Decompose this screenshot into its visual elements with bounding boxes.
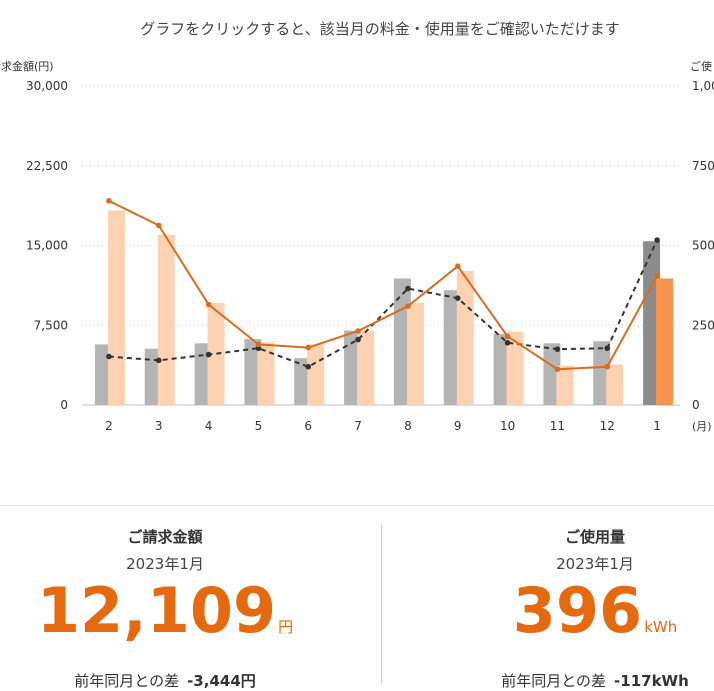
previous-year-usage-point (305, 363, 312, 370)
summary-section: ご請求金額 2023年1月 12,109 円 前年同月との差 -3,444円 ご使用… (0, 505, 714, 690)
billing-diff-label: 前年同月との差 (74, 672, 180, 690)
previous-year-bar[interactable] (294, 358, 312, 405)
current-bar[interactable] (656, 278, 674, 405)
current-usage-point (106, 198, 112, 204)
current-usage-point (255, 341, 262, 348)
current-usage-point (504, 333, 511, 340)
usage-amount-unit: kWh (644, 618, 678, 636)
left-axis-title: 請求金額(円) (0, 60, 54, 73)
current-bar[interactable] (307, 344, 325, 405)
x-tick-label: 5 (255, 419, 263, 433)
previous-year-bar[interactable] (344, 330, 362, 405)
left-tick-label: 30,000 (26, 79, 68, 93)
current-bar[interactable] (257, 342, 275, 405)
left-tick-label: 22,500 (26, 159, 68, 173)
previous-year-usage-point (454, 295, 461, 301)
current-usage-point (355, 328, 361, 334)
x-tick-label: 11 (550, 419, 565, 433)
billing-diff-value: -3,444円 (187, 672, 256, 690)
previous-year-usage-point (106, 353, 112, 360)
current-bar[interactable] (406, 302, 424, 405)
x-axis-unit: (月) (692, 420, 712, 433)
current-usage-point (405, 303, 411, 309)
previous-year-bar[interactable] (643, 241, 661, 405)
usage-diff-value: -117kWh (614, 672, 689, 690)
billing-diff: 前年同月との差 -3,444円 (0, 670, 330, 691)
current-bar[interactable] (606, 364, 624, 405)
previous-year-usage-point (504, 339, 511, 346)
previous-year-usage-point (355, 336, 361, 343)
x-tick-label: 3 (155, 419, 163, 433)
current-usage-point (155, 222, 162, 229)
x-tick-label: 2 (105, 419, 113, 433)
x-tick-label: 10 (500, 419, 515, 433)
right-tick-label: 750 (692, 159, 714, 173)
billing-amount-unit: 円 (278, 618, 294, 636)
previous-year-usage-point (205, 351, 212, 358)
usage-diff-label: 前年同月との差 (501, 672, 607, 690)
right-tick-label: 250 (692, 318, 714, 332)
current-usage-point (604, 363, 611, 370)
current-bar[interactable] (456, 271, 474, 405)
previous-year-bar[interactable] (443, 290, 461, 405)
previous-year-usage-point (554, 346, 561, 352)
previous-year-bar[interactable] (543, 343, 561, 405)
usage-diff: 前年同月との差 -117kWh (430, 670, 714, 691)
current-usage-point (654, 273, 660, 279)
chart-svg[interactable]: 0 7,500 15,000 22,500 30,000 0 250 500 750 1,000 2… (0, 0, 714, 470)
summary-divider (381, 524, 382, 684)
previous-year-bar[interactable] (493, 333, 511, 405)
x-tick-label: 1 (653, 419, 661, 433)
current-bar[interactable] (506, 331, 524, 405)
current-bar[interactable] (556, 365, 574, 405)
usage-date: 2023年1月 (556, 555, 634, 573)
billing-panel: ご請求金額 2023年1月 12,109 円 前年同月との差 -3,444円 (0, 506, 330, 691)
x-tick-label: 6 (304, 419, 312, 433)
usage-chart[interactable]: 0 7,500 15,000 22,500 30,000 0 250 500 750 1,000 2… (0, 0, 714, 470)
previous-year-usage-point (405, 285, 411, 292)
usage-panel: ご使用量 2023年1月 396 kWh 前年同月との差 -117kWh (430, 506, 714, 691)
chart-instruction: グラフをクリックすると、該当月の料金・使用量をご確認いただけます (140, 20, 620, 38)
right-axis-title: ご使 (690, 60, 712, 73)
current-bar[interactable] (357, 330, 375, 405)
right-tick-label: 1,000 (692, 79, 714, 93)
x-tick-label: 7 (354, 419, 362, 433)
current-usage-point (554, 366, 561, 373)
x-tick-label: 4 (205, 419, 213, 433)
right-tick-label: 0 (692, 398, 700, 412)
right-tick-label: 500 (692, 239, 714, 253)
current-bar[interactable] (207, 302, 225, 405)
x-tick-label: 12 (600, 419, 615, 433)
current-usage-point (305, 344, 312, 351)
previous-year-bar[interactable] (593, 341, 611, 405)
previous-year-usage-point (604, 345, 611, 352)
billing-date: 2023年1月 (126, 555, 204, 573)
x-tick-label: 8 (404, 419, 412, 433)
previous-year-usage-point (155, 357, 162, 364)
current-usage-line (108, 199, 658, 371)
left-tick-label: 15,000 (26, 239, 68, 253)
left-tick-label: 7,500 (34, 318, 68, 332)
previous-year-usage-point (654, 237, 660, 243)
previous-year-usage-point (255, 345, 262, 352)
previous-year-bar[interactable] (194, 343, 212, 405)
previous-year-usage-line (108, 239, 658, 368)
billing-amount-value: 12,109 (36, 574, 277, 647)
current-usage-point (454, 263, 461, 270)
x-tick-label: 9 (454, 419, 462, 433)
usage-title: ご使用量 (564, 528, 625, 546)
previous-year-bar[interactable] (94, 344, 112, 405)
billing-title: ご請求金額 (127, 528, 203, 546)
usage-amount: 396 kWh (430, 578, 714, 660)
previous-year-bar[interactable] (244, 339, 262, 405)
usage-amount-value: 396 (512, 574, 643, 647)
left-tick-label: 0 (60, 398, 68, 412)
current-bar[interactable] (157, 234, 175, 405)
billing-amount: 12,109 円 (0, 578, 330, 660)
current-usage-point (205, 301, 212, 308)
current-bar[interactable] (107, 210, 125, 405)
